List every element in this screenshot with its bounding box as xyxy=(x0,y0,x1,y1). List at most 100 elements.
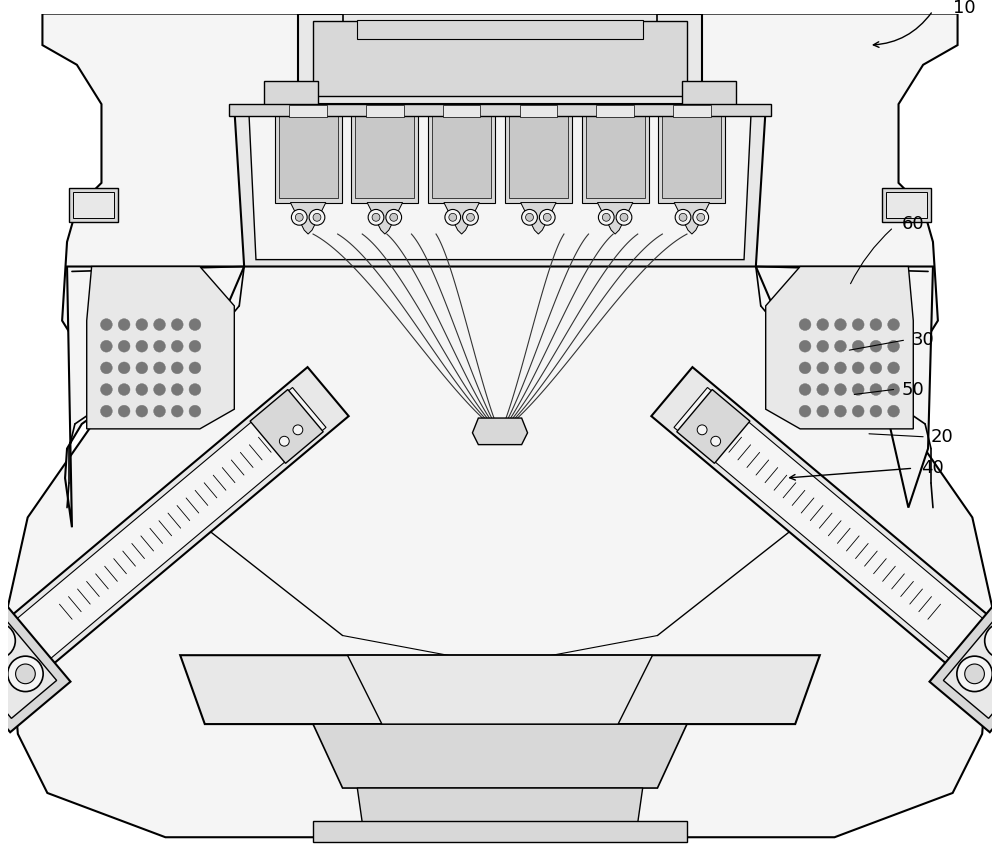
Circle shape xyxy=(679,213,687,222)
Circle shape xyxy=(313,213,321,222)
Polygon shape xyxy=(0,595,71,732)
Circle shape xyxy=(888,383,900,395)
Polygon shape xyxy=(674,203,710,234)
Circle shape xyxy=(526,213,533,222)
Polygon shape xyxy=(357,788,643,822)
Bar xyxy=(662,114,721,198)
Circle shape xyxy=(620,213,628,222)
Bar xyxy=(886,192,927,218)
Circle shape xyxy=(100,362,112,374)
Circle shape xyxy=(189,319,201,331)
Circle shape xyxy=(888,319,900,331)
Circle shape xyxy=(118,319,130,331)
Circle shape xyxy=(817,383,829,395)
Bar xyxy=(279,114,338,198)
Bar xyxy=(586,114,645,198)
Text: 30: 30 xyxy=(911,331,934,349)
Bar xyxy=(69,187,118,222)
Circle shape xyxy=(711,436,721,446)
Circle shape xyxy=(835,406,846,417)
Bar xyxy=(596,105,634,117)
Circle shape xyxy=(118,383,130,395)
Circle shape xyxy=(0,630,7,651)
Circle shape xyxy=(189,383,201,395)
Bar xyxy=(275,109,342,203)
Circle shape xyxy=(602,213,610,222)
Circle shape xyxy=(852,406,864,417)
Circle shape xyxy=(100,406,112,417)
Circle shape xyxy=(171,319,183,331)
Bar xyxy=(443,105,480,117)
Circle shape xyxy=(852,383,864,395)
Circle shape xyxy=(965,664,984,683)
Circle shape xyxy=(799,362,811,374)
Circle shape xyxy=(0,623,15,659)
Polygon shape xyxy=(250,389,323,463)
Circle shape xyxy=(693,210,709,225)
Circle shape xyxy=(171,362,183,374)
Bar xyxy=(298,14,702,104)
Bar xyxy=(366,105,404,117)
Circle shape xyxy=(817,319,829,331)
Circle shape xyxy=(372,213,380,222)
Circle shape xyxy=(100,319,112,331)
Bar xyxy=(343,14,657,45)
Bar xyxy=(73,192,114,218)
Polygon shape xyxy=(756,267,933,508)
Bar xyxy=(520,105,557,117)
Circle shape xyxy=(598,210,614,225)
Circle shape xyxy=(293,425,303,435)
Bar xyxy=(289,105,327,117)
Circle shape xyxy=(817,340,829,352)
Bar xyxy=(582,109,649,203)
Polygon shape xyxy=(0,367,349,676)
Circle shape xyxy=(295,213,303,222)
Circle shape xyxy=(8,656,43,692)
Polygon shape xyxy=(674,388,986,661)
Circle shape xyxy=(852,362,864,374)
Circle shape xyxy=(368,210,384,225)
Bar xyxy=(505,109,572,203)
Circle shape xyxy=(870,340,882,352)
Circle shape xyxy=(957,656,992,692)
Polygon shape xyxy=(472,418,528,445)
Polygon shape xyxy=(597,203,633,234)
Circle shape xyxy=(100,340,112,352)
Circle shape xyxy=(888,406,900,417)
Circle shape xyxy=(189,340,201,352)
Circle shape xyxy=(870,406,882,417)
Circle shape xyxy=(675,210,691,225)
Circle shape xyxy=(136,383,148,395)
Bar xyxy=(432,114,491,198)
Circle shape xyxy=(852,319,864,331)
Circle shape xyxy=(291,210,307,225)
Circle shape xyxy=(171,383,183,395)
Circle shape xyxy=(522,210,537,225)
Polygon shape xyxy=(313,724,687,788)
Circle shape xyxy=(463,210,478,225)
Circle shape xyxy=(835,319,846,331)
Circle shape xyxy=(835,362,846,374)
Circle shape xyxy=(386,210,402,225)
Circle shape xyxy=(870,362,882,374)
Circle shape xyxy=(870,383,882,395)
Bar xyxy=(229,104,771,116)
Circle shape xyxy=(799,406,811,417)
Bar xyxy=(313,820,687,842)
Polygon shape xyxy=(234,108,766,267)
Polygon shape xyxy=(677,389,750,463)
Circle shape xyxy=(697,425,707,435)
Text: 40: 40 xyxy=(921,459,944,477)
Circle shape xyxy=(171,340,183,352)
Circle shape xyxy=(136,340,148,352)
Bar xyxy=(357,20,643,39)
Circle shape xyxy=(154,362,165,374)
Circle shape xyxy=(136,406,148,417)
Bar xyxy=(882,187,931,222)
Circle shape xyxy=(888,362,900,374)
Circle shape xyxy=(100,383,112,395)
Circle shape xyxy=(309,210,325,225)
Circle shape xyxy=(835,340,846,352)
Circle shape xyxy=(445,210,461,225)
Circle shape xyxy=(852,340,864,352)
